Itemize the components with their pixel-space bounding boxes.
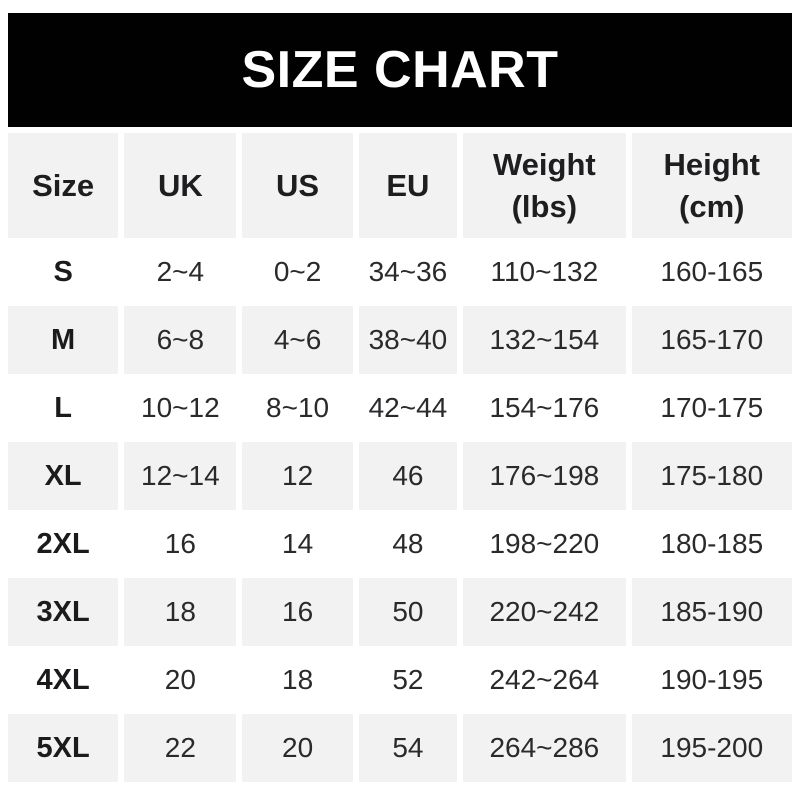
column-header-weight: Weight (lbs) <box>463 133 626 238</box>
eu-cell: 38~40 <box>358 306 458 374</box>
column-header-uk: UK <box>124 133 237 238</box>
table-row-s: S 2~4 0~2 34~36 110~132 160-165 <box>8 238 792 306</box>
height-cell: 165-170 <box>631 306 792 374</box>
column-header-label: EU <box>386 167 430 203</box>
height-cell: 195-200 <box>631 714 792 782</box>
column-header-label: US <box>276 167 320 203</box>
weight-cell: 198~220 <box>489 528 600 559</box>
column-header-height: Height (cm) <box>631 133 792 238</box>
eu-cell: 52 <box>392 664 424 695</box>
weight-cell: 176~198 <box>463 442 626 510</box>
uk-cell: 10~12 <box>141 392 220 423</box>
uk-cell: 2~4 <box>156 256 205 287</box>
size-cell: M <box>8 306 119 374</box>
table-row-3xl: 3XL 18 16 50 220~242 185-190 <box>8 578 792 646</box>
table-row-2xl: 2XL 16 14 48 198~220 180-185 <box>8 510 792 578</box>
table-row-m: M 6~8 4~6 38~40 132~154 165-170 <box>8 306 792 374</box>
column-header-unit: (lbs) <box>511 188 578 224</box>
column-header-size: Size <box>8 133 119 238</box>
table-row-4xl: 4XL 20 18 52 242~264 190-195 <box>8 646 792 714</box>
column-header-unit: (cm) <box>679 188 745 224</box>
size-cell: XL <box>8 442 119 510</box>
table-row-xl: XL 12~14 12 46 176~198 175-180 <box>8 442 792 510</box>
weight-cell: 220~242 <box>463 578 626 646</box>
size-cell: 5XL <box>8 714 119 782</box>
weight-cell: 264~286 <box>463 714 626 782</box>
eu-cell: 46 <box>358 442 458 510</box>
height-cell: 175-180 <box>631 442 792 510</box>
us-cell: 14 <box>282 528 314 559</box>
size-chart-banner: SIZE CHART <box>8 13 792 127</box>
table-row-l: L 10~12 8~10 42~44 154~176 170-175 <box>8 374 792 442</box>
column-header-label: UK <box>157 167 203 203</box>
size-cell: L <box>54 391 72 424</box>
weight-cell: 132~154 <box>463 306 626 374</box>
weight-cell: 154~176 <box>489 392 600 423</box>
uk-cell: 6~8 <box>124 306 237 374</box>
weight-cell: 242~264 <box>489 664 600 695</box>
us-cell: 12 <box>242 442 353 510</box>
column-header-label: Size <box>32 167 95 203</box>
eu-cell: 54 <box>358 714 458 782</box>
size-cell: 2XL <box>36 527 90 560</box>
us-cell: 18 <box>282 664 314 695</box>
height-cell: 185-190 <box>631 578 792 646</box>
size-cell: 3XL <box>8 578 119 646</box>
size-cell: 4XL <box>36 663 90 696</box>
us-cell: 0~2 <box>273 256 322 287</box>
eu-cell: 42~44 <box>368 392 448 423</box>
uk-cell: 16 <box>164 528 196 559</box>
size-table: Size UK US EU Weight (lbs) Height (cm) S… <box>8 133 792 782</box>
us-cell: 4~6 <box>242 306 353 374</box>
uk-cell: 18 <box>124 578 237 646</box>
uk-cell: 12~14 <box>124 442 237 510</box>
eu-cell: 50 <box>358 578 458 646</box>
size-chart-title: SIZE CHART <box>241 41 559 99</box>
us-cell: 20 <box>242 714 353 782</box>
height-cell: 180-185 <box>660 528 764 559</box>
height-cell: 170-175 <box>660 392 764 423</box>
height-cell: 160-165 <box>660 256 764 287</box>
table-header-row: Size UK US EU Weight (lbs) Height (cm) <box>8 133 792 238</box>
weight-cell: 110~132 <box>490 256 599 287</box>
uk-cell: 20 <box>164 664 196 695</box>
uk-cell: 22 <box>124 714 237 782</box>
column-header-label: Weight <box>492 146 596 182</box>
column-header-label: Height <box>663 146 760 182</box>
table-row-5xl: 5XL 22 20 54 264~286 195-200 <box>8 714 792 782</box>
us-cell: 16 <box>242 578 353 646</box>
us-cell: 8~10 <box>266 392 330 423</box>
size-cell: S <box>53 255 73 288</box>
column-header-eu: EU <box>358 133 458 238</box>
eu-cell: 34~36 <box>368 256 448 287</box>
column-header-us: US <box>242 133 353 238</box>
height-cell: 190-195 <box>660 664 764 695</box>
eu-cell: 48 <box>392 528 424 559</box>
